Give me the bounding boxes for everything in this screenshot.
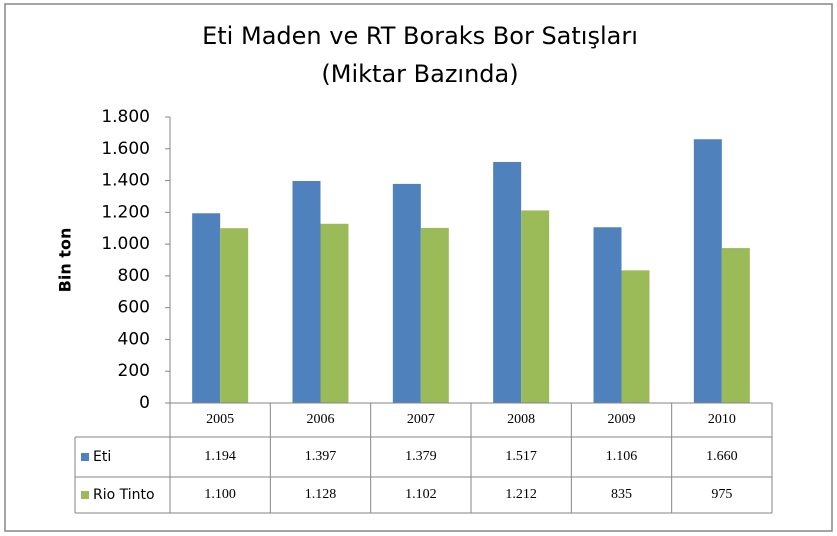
y-axis-label: Bin ton: [56, 228, 75, 293]
bar: [320, 223, 349, 403]
y-tick-label: 1.600: [101, 139, 150, 159]
x-tick-label: 2009: [608, 412, 636, 427]
bar: [593, 227, 622, 403]
legend-label: Rio Tinto: [93, 487, 155, 503]
bar: [521, 210, 550, 403]
legend-label: Eti: [93, 449, 111, 465]
chart-title: (Miktar Bazında): [321, 60, 518, 88]
y-tick-label: 400: [118, 329, 150, 349]
bar: [392, 183, 421, 403]
x-tick-label: 2005: [206, 412, 234, 427]
bar: [721, 248, 750, 403]
bar: [621, 270, 650, 403]
y-tick-label: 0: [139, 393, 150, 413]
bar: [493, 161, 522, 403]
table-value: 1.100: [204, 487, 236, 502]
x-tick-label: 2006: [307, 412, 335, 427]
bar: [192, 213, 221, 403]
y-tick-label: 1.400: [101, 171, 150, 191]
x-tick-label: 2010: [708, 412, 736, 427]
y-tick-label: 1.200: [101, 202, 150, 222]
table-value: 1.194: [204, 449, 236, 464]
legend-key: [81, 453, 89, 461]
table-value: 1.517: [505, 449, 537, 464]
y-tick-label: 1.000: [101, 234, 150, 254]
table-value: 835: [611, 487, 632, 502]
table-value: 1.397: [305, 449, 337, 464]
y-tick-label: 800: [118, 266, 150, 286]
x-tick-label: 2007: [407, 412, 435, 427]
table-value: 1.379: [405, 449, 437, 464]
table-value: 1.106: [606, 449, 638, 464]
y-tick-label: 600: [118, 298, 150, 318]
y-tick-label: 1.800: [101, 107, 150, 127]
table-value: 1.128: [305, 487, 337, 502]
table-value: 1.212: [505, 487, 537, 502]
legend-key: [81, 491, 89, 499]
table-value: 975: [711, 487, 732, 502]
y-tick-label: 200: [118, 361, 150, 381]
bar: [220, 228, 249, 403]
bar: [420, 227, 449, 403]
table-value: 1.660: [706, 449, 738, 464]
bar: [693, 139, 722, 403]
table-value: 1.102: [405, 487, 437, 502]
x-tick-label: 2008: [507, 412, 535, 427]
bar: [292, 181, 321, 403]
chart-title: Eti Maden ve RT Boraks Bor Satışları: [202, 22, 638, 50]
